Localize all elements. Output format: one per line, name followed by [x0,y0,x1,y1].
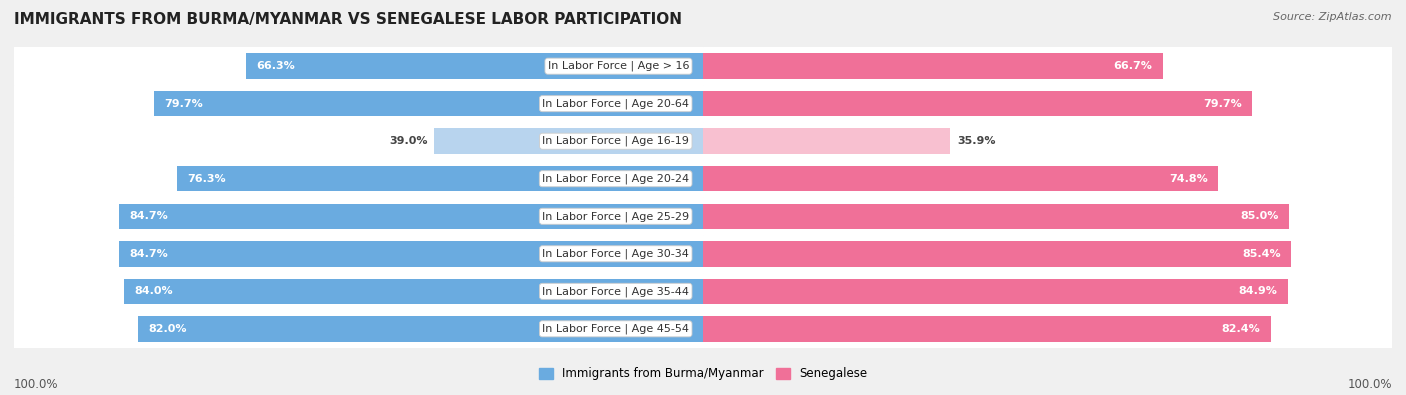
Text: 39.0%: 39.0% [389,136,427,146]
Bar [703,203,1289,229]
Text: 85.4%: 85.4% [1243,249,1281,259]
Bar [703,91,1253,117]
Text: In Labor Force | Age 35-44: In Labor Force | Age 35-44 [543,286,689,297]
Bar [14,85,703,122]
Bar [14,47,703,85]
Bar [703,166,1219,192]
Bar [703,235,1392,273]
Bar [14,310,703,348]
Bar [703,85,1392,122]
Bar [703,122,1392,160]
Bar [120,241,703,267]
Text: 84.7%: 84.7% [129,211,169,221]
Text: 84.0%: 84.0% [135,286,173,296]
Bar [703,128,950,154]
Bar [703,198,1392,235]
Bar [14,122,703,160]
Bar [703,310,1392,348]
Bar [138,316,703,342]
Legend: Immigrants from Burma/Myanmar, Senegalese: Immigrants from Burma/Myanmar, Senegales… [534,363,872,385]
Text: In Labor Force | Age 45-54: In Labor Force | Age 45-54 [543,324,689,334]
Bar [703,316,1271,342]
Bar [703,160,1392,198]
Bar [14,273,703,310]
Text: 74.8%: 74.8% [1170,174,1208,184]
Text: 66.7%: 66.7% [1114,61,1152,71]
Bar [153,91,703,117]
Bar [703,53,1163,79]
Bar [177,166,703,192]
Text: 76.3%: 76.3% [187,174,226,184]
Text: 85.0%: 85.0% [1240,211,1278,221]
Bar [124,278,703,304]
Text: 100.0%: 100.0% [1347,378,1392,391]
Bar [14,235,703,273]
Text: 84.9%: 84.9% [1239,286,1278,296]
Bar [246,53,703,79]
Bar [120,203,703,229]
Text: In Labor Force | Age 20-24: In Labor Force | Age 20-24 [543,173,689,184]
Bar [14,160,703,198]
Text: 35.9%: 35.9% [957,136,995,146]
Bar [14,198,703,235]
Text: 82.4%: 82.4% [1222,324,1260,334]
Text: 100.0%: 100.0% [14,378,59,391]
Text: IMMIGRANTS FROM BURMA/MYANMAR VS SENEGALESE LABOR PARTICIPATION: IMMIGRANTS FROM BURMA/MYANMAR VS SENEGAL… [14,12,682,27]
Text: In Labor Force | Age 16-19: In Labor Force | Age 16-19 [543,136,689,147]
Bar [703,273,1392,310]
Bar [703,278,1288,304]
Text: In Labor Force | Age 25-29: In Labor Force | Age 25-29 [543,211,689,222]
Text: 79.7%: 79.7% [1204,99,1241,109]
Text: 82.0%: 82.0% [149,324,187,334]
Text: In Labor Force | Age 20-64: In Labor Force | Age 20-64 [543,98,689,109]
Bar [703,47,1392,85]
Text: 66.3%: 66.3% [256,61,295,71]
Bar [434,128,703,154]
Text: In Labor Force | Age 30-34: In Labor Force | Age 30-34 [543,248,689,259]
Text: 84.7%: 84.7% [129,249,169,259]
Text: 79.7%: 79.7% [165,99,202,109]
Text: In Labor Force | Age > 16: In Labor Force | Age > 16 [548,61,689,71]
Bar [703,241,1291,267]
Text: Source: ZipAtlas.com: Source: ZipAtlas.com [1274,12,1392,22]
